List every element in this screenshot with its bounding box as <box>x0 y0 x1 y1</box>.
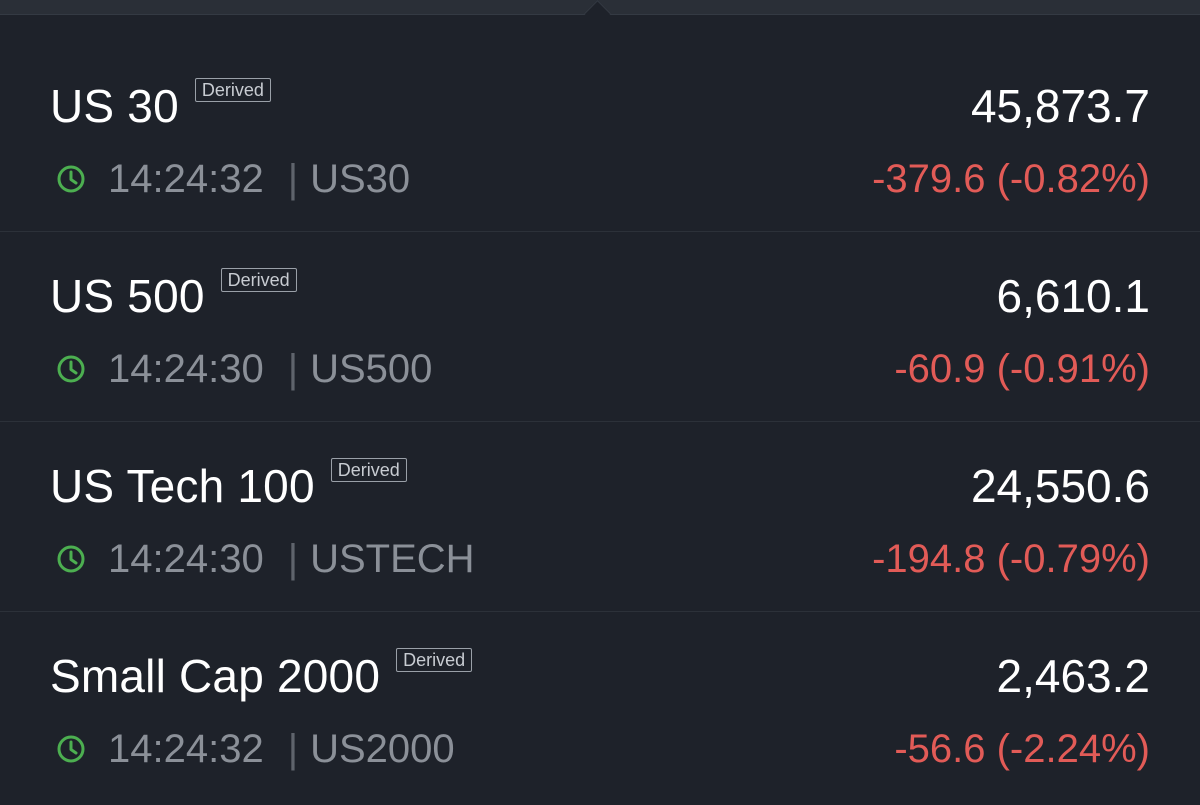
price-change: -194.8 (-0.79%) <box>872 537 1150 581</box>
instrument-symbol: USTECH <box>310 537 475 581</box>
derived-badge: Derived <box>396 648 473 672</box>
instrument-name-line: Small Cap 2000 Derived <box>50 648 473 702</box>
instrument-row-us2000[interactable]: Small Cap 2000 Derived 2,463.2 14:24:32 … <box>0 612 1200 802</box>
instrument-row-us30[interactable]: US 30 Derived 45,873.7 14:24:32 | US30 -… <box>0 42 1200 232</box>
instrument-price: 2,463.2 <box>996 650 1150 702</box>
instrument-name-line: US Tech 100 Derived <box>50 458 407 512</box>
instrument-meta: 14:24:32 | US2000 <box>56 726 455 772</box>
instrument-symbol: US500 <box>310 347 433 391</box>
clock-icon <box>57 545 85 573</box>
instrument-name: Small Cap 2000 <box>50 650 381 702</box>
price-change: -56.6 (-2.24%) <box>894 727 1150 771</box>
price-change: -60.9 (-0.91%) <box>894 347 1150 391</box>
instrument-name: US Tech 100 <box>50 460 315 512</box>
clock-icon <box>57 735 85 763</box>
instrument-meta: 14:24:30 | US500 <box>56 346 432 392</box>
instrument-meta: 14:24:30 | USTECH <box>56 536 475 582</box>
instrument-list: US 30 Derived 45,873.7 14:24:32 | US30 -… <box>0 42 1200 802</box>
instrument-price: 24,550.6 <box>970 460 1150 512</box>
last-update-time: 14:24:30 <box>108 537 264 581</box>
instrument-price: 6,610.1 <box>996 270 1150 322</box>
instrument-name: US 30 <box>50 80 179 132</box>
instrument-name-line: US 30 Derived <box>50 78 271 132</box>
instrument-price: 45,873.7 <box>970 80 1150 132</box>
instrument-row-us500[interactable]: US 500 Derived 6,610.1 14:24:30 | US500 … <box>0 232 1200 422</box>
clock-icon <box>57 355 85 383</box>
instrument-meta: 14:24:32 | US30 <box>56 156 410 202</box>
derived-badge: Derived <box>220 268 297 292</box>
instrument-row-ustech[interactable]: US Tech 100 Derived 24,550.6 14:24:30 | … <box>0 422 1200 612</box>
last-update-time: 14:24:30 <box>108 347 264 391</box>
meta-separator: | <box>287 537 299 581</box>
instrument-symbol: US2000 <box>310 727 455 771</box>
instrument-symbol: US30 <box>310 157 411 201</box>
last-update-time: 14:24:32 <box>108 157 264 201</box>
instrument-name: US 500 <box>50 270 205 322</box>
derived-badge: Derived <box>194 78 271 102</box>
derived-badge: Derived <box>330 458 407 482</box>
last-update-time: 14:24:32 <box>108 727 264 771</box>
instrument-name-line: US 500 Derived <box>50 268 297 322</box>
clock-icon <box>57 165 85 193</box>
meta-separator: | <box>287 347 299 391</box>
price-change: -379.6 (-0.82%) <box>872 157 1150 201</box>
meta-separator: | <box>287 727 299 771</box>
meta-separator: | <box>287 157 299 201</box>
